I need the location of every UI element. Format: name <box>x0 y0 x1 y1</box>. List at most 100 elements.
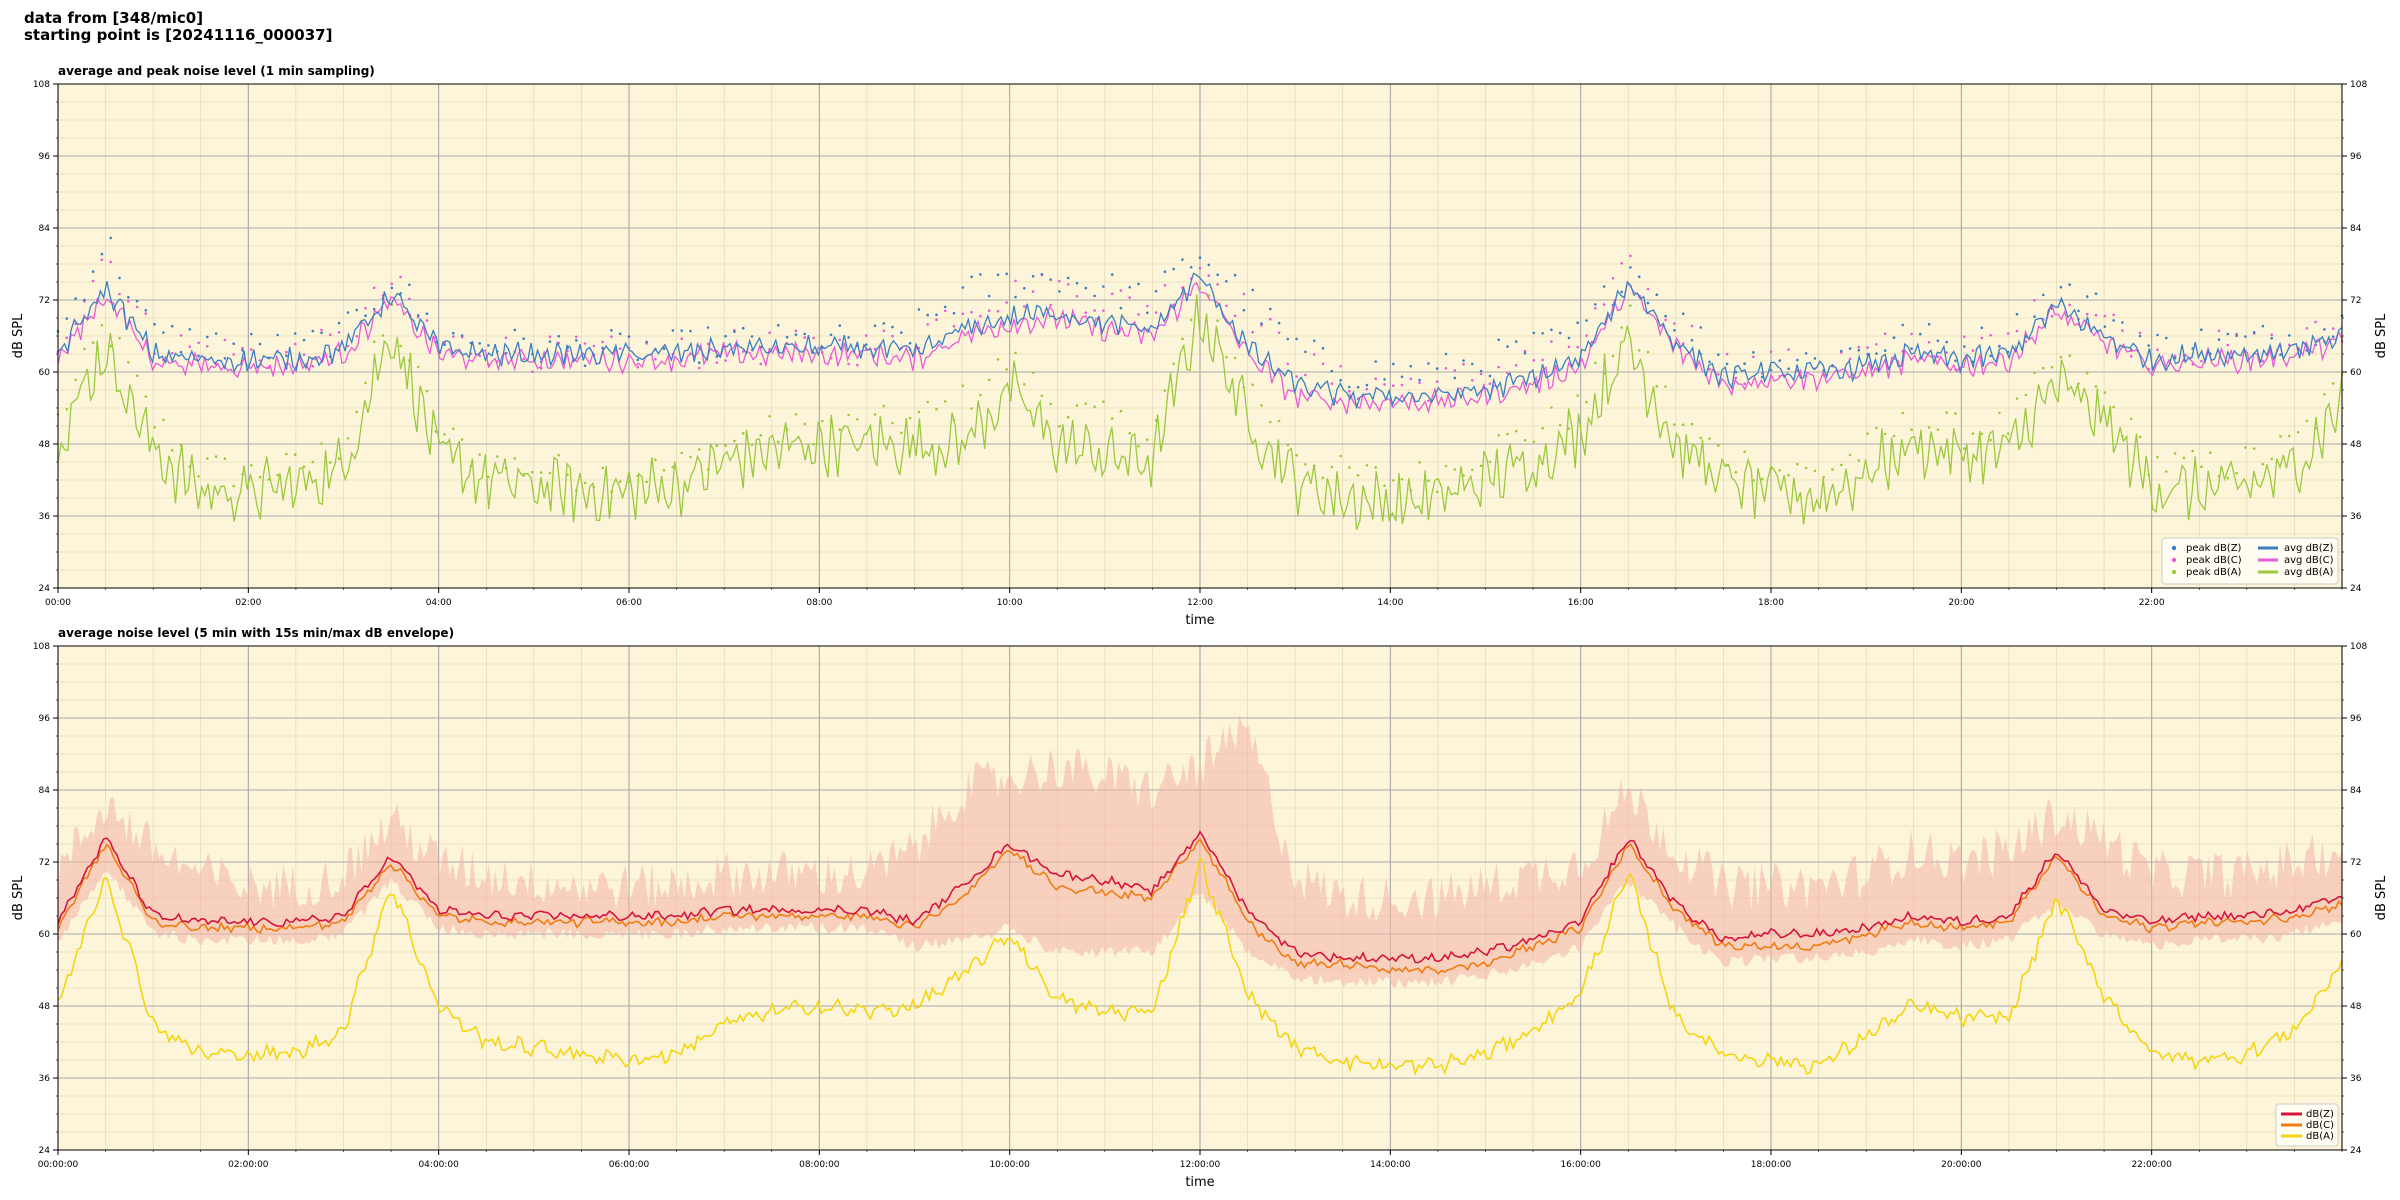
data-point <box>1233 356 1237 360</box>
data-point <box>733 439 736 443</box>
data-point <box>873 413 877 416</box>
data-point <box>724 359 727 362</box>
data-point <box>1286 362 1290 366</box>
data-point <box>1093 294 1096 298</box>
y-tick-label: 96 <box>39 152 51 162</box>
data-point <box>777 440 780 444</box>
data-point <box>188 345 192 349</box>
x-tick-label: 18:00 <box>1758 598 1784 608</box>
legend-label: dB(C) <box>2306 1120 2334 1131</box>
x-tick-label: 22:00 <box>2139 598 2165 608</box>
data-point <box>346 437 350 440</box>
data-point <box>127 299 130 303</box>
data-point <box>715 444 719 448</box>
data-point <box>952 324 956 328</box>
chart-title: average noise level (5 min with 15s min/… <box>58 626 454 640</box>
data-point <box>170 324 174 328</box>
data-point <box>311 329 315 333</box>
x-tick-label: 04:00:00 <box>418 1160 459 1170</box>
data-point <box>2129 355 2133 358</box>
y-tick-label: 48 <box>39 440 51 450</box>
data-point <box>276 333 279 337</box>
y-tick-label-right: 24 <box>2350 584 2362 594</box>
data-point <box>144 395 148 398</box>
data-point <box>1040 394 1044 398</box>
data-point <box>1427 479 1430 483</box>
data-point <box>768 414 771 418</box>
data-point <box>2094 313 2098 317</box>
data-point <box>1392 479 1395 482</box>
data-point <box>2261 324 2265 328</box>
data-point <box>487 344 490 347</box>
data-point <box>671 329 675 332</box>
data-point <box>539 367 543 370</box>
data-point <box>504 336 508 340</box>
y-tick-label-right: 108 <box>2350 80 2367 90</box>
data-point <box>1954 412 1957 415</box>
data-point <box>1066 276 1070 280</box>
y-tick-label: 36 <box>39 512 51 522</box>
data-point <box>882 404 886 408</box>
data-point <box>689 329 692 333</box>
data-point <box>1321 346 1325 350</box>
data-point <box>1479 464 1483 468</box>
data-point <box>627 480 631 484</box>
data-point <box>1058 279 1061 283</box>
data-point <box>654 458 657 462</box>
data-point <box>1620 290 1623 294</box>
data-point <box>74 297 77 300</box>
data-point <box>452 335 455 338</box>
data-point <box>2191 449 2194 453</box>
data-point <box>1550 406 1553 409</box>
data-point <box>1488 374 1492 378</box>
data-source-line: data from [348/mic0] <box>24 9 204 27</box>
data-point <box>1734 370 1738 374</box>
data-point <box>548 335 552 339</box>
data-point <box>724 334 727 338</box>
data-point <box>618 332 622 336</box>
data-point <box>2129 417 2133 421</box>
data-point <box>1567 336 1571 340</box>
data-point <box>250 332 253 336</box>
data-point <box>1198 256 1202 260</box>
data-point <box>2138 331 2142 335</box>
data-point <box>2314 320 2317 324</box>
data-point <box>2305 419 2309 423</box>
data-point <box>1286 337 1290 341</box>
data-point <box>926 323 929 326</box>
data-point <box>2094 385 2098 388</box>
data-point <box>1497 338 1500 342</box>
data-point <box>829 333 833 337</box>
data-point <box>1066 415 1070 419</box>
x-tick-label: 04:00 <box>426 598 452 608</box>
data-point <box>285 452 288 456</box>
data-point <box>2173 452 2177 455</box>
data-point <box>979 314 982 318</box>
data-point <box>2006 432 2010 435</box>
data-point <box>803 422 806 426</box>
data-point <box>970 407 973 410</box>
data-point <box>961 286 965 289</box>
data-point <box>1708 360 1711 364</box>
data-point <box>399 275 402 279</box>
data-point <box>1488 382 1492 386</box>
data-point <box>372 307 376 311</box>
data-point <box>293 332 297 335</box>
data-point <box>1102 400 1105 404</box>
data-point <box>1023 287 1026 290</box>
data-point <box>926 313 929 317</box>
data-point <box>1875 426 1878 430</box>
x-tick-label: 08:00:00 <box>799 1160 840 1170</box>
data-point <box>390 286 394 290</box>
y-tick-label-right: 60 <box>2350 368 2362 378</box>
data-point <box>1681 423 1685 427</box>
data-point <box>522 474 525 477</box>
data-point <box>91 341 95 344</box>
data-point <box>1954 359 1957 363</box>
x-tick-label: 20:00:00 <box>1941 1160 1982 1170</box>
data-point <box>891 421 894 425</box>
data-point <box>1119 289 1123 292</box>
data-point <box>2068 354 2071 358</box>
data-point <box>891 325 894 329</box>
